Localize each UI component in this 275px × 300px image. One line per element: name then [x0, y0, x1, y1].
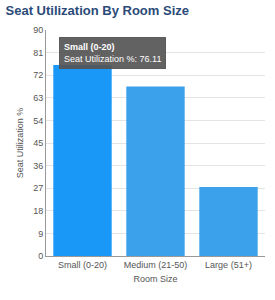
svg-text:90: 90: [33, 25, 43, 35]
svg-text:27: 27: [33, 183, 43, 193]
svg-text:Seat Utilization %: Seat Utilization %: [15, 108, 25, 179]
svg-text:Room Size: Room Size: [133, 274, 177, 284]
svg-text:9: 9: [38, 229, 43, 239]
svg-text:18: 18: [33, 206, 43, 216]
svg-text:81: 81: [33, 48, 43, 58]
svg-text:63: 63: [33, 93, 43, 103]
svg-text:54: 54: [33, 116, 43, 126]
svg-text:Medium (21-50): Medium (21-50): [124, 260, 188, 270]
svg-text:Small (0-20)Seat Utilization %: Small (0-20)Seat Utilization %: 76.11: [64, 42, 161, 64]
svg-text:0: 0: [38, 251, 43, 261]
svg-text:Small (0-20): Small (0-20): [58, 260, 107, 270]
svg-text:45: 45: [33, 138, 43, 148]
svg-text:72: 72: [33, 70, 43, 80]
svg-text:36: 36: [33, 161, 43, 171]
svg-text:Large (51+): Large (51+): [205, 260, 252, 270]
svg-text:Seat Utilization By Room Size: Seat Utilization By Room Size: [6, 3, 189, 18]
